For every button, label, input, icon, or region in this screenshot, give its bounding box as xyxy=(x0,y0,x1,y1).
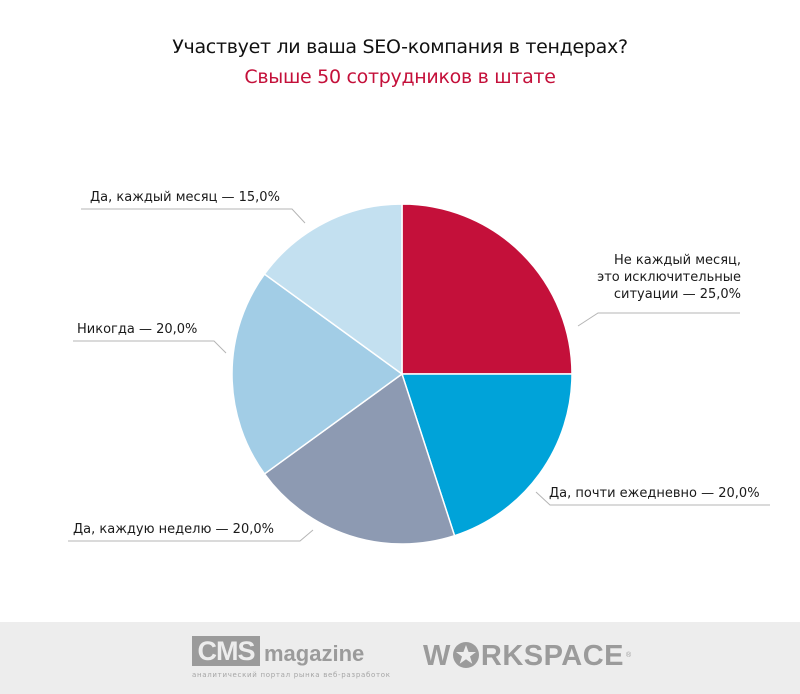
label-slice1: Да, почти ежедневно — 20,0% xyxy=(549,486,760,501)
workspace-logo-rest: RKSPACE xyxy=(480,640,625,672)
pie-chart xyxy=(68,203,770,545)
star-icon xyxy=(452,642,479,668)
pie-slice-2 xyxy=(263,372,456,545)
leader-line-slice3 xyxy=(73,340,227,354)
pie-slice-4 xyxy=(263,203,403,376)
pie-slice-0 xyxy=(401,203,573,375)
workspace-logo-w: W xyxy=(423,640,451,672)
label-slice0: Не каждый месяц, это исключительные ситу… xyxy=(575,252,741,303)
leader-line-slice4 xyxy=(81,208,306,224)
leader-line-slice0 xyxy=(577,312,740,327)
label-slice3: Никогда — 20,0% xyxy=(77,322,198,337)
registered-mark: ® xyxy=(626,652,632,659)
leader-line-slice2 xyxy=(68,529,314,542)
cms-logo-magazine: magazine xyxy=(264,641,365,666)
cms-logo-box: CMS xyxy=(192,636,260,666)
footer: CMS magazine аналитический портал рынка … xyxy=(0,622,800,694)
chart-title: Участвует ли ваша SEO-компания в тендера… xyxy=(172,36,628,58)
chart-subtitle: Свыше 50 сотрудников в штате xyxy=(244,66,556,88)
label-slice2: Да, каждую неделю — 20,0% xyxy=(73,522,274,537)
cms-logo-tagline: аналитический портал рынка веб-разработо… xyxy=(192,671,391,679)
label-slice0-line2: это исключительные xyxy=(597,270,741,285)
pie-slice-3 xyxy=(231,273,404,475)
label-slice4: Да, каждый месяц — 15,0% xyxy=(90,190,280,205)
pie-slice-1 xyxy=(400,373,573,537)
label-slice0-line3: ситуации — 25,0% xyxy=(613,287,741,302)
workspace-logo: W RKSPACE ® xyxy=(423,641,632,671)
leader-line-slice1 xyxy=(535,491,770,506)
label-slice0-line1: Не каждый месяц, xyxy=(613,253,741,268)
